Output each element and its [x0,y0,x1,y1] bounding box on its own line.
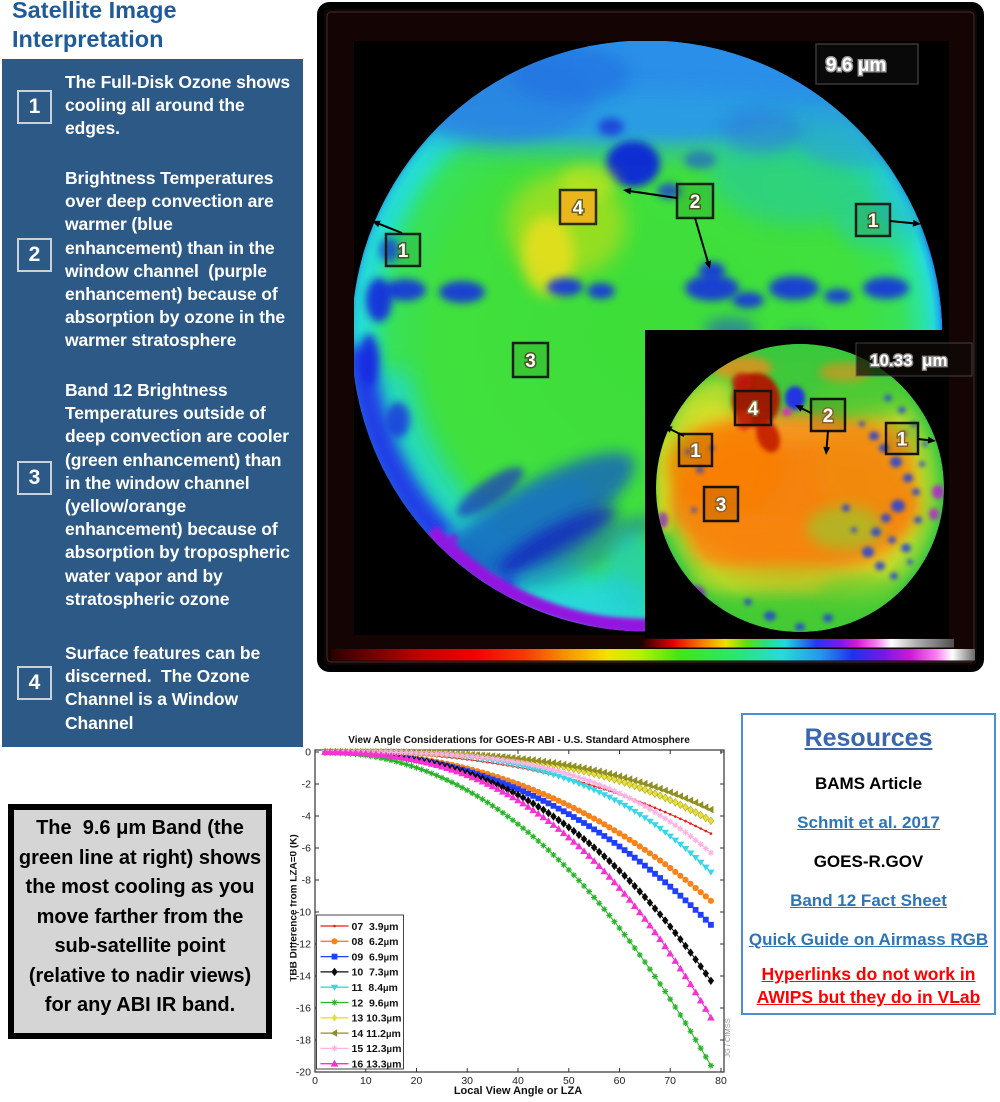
svg-text:40: 40 [512,1075,524,1087]
svg-text:-4: -4 [302,811,311,823]
svg-text:08 6.2μm: 08 6.2μm [352,936,399,948]
svg-text:20: 20 [411,1075,423,1087]
svg-text:4: 4 [573,198,584,219]
svg-text:09 6.9μm: 09 6.9μm [352,951,399,963]
svg-text:1: 1 [868,211,879,232]
svg-text:-18: -18 [296,1035,311,1047]
svg-text:12 9.6μm: 12 9.6μm [352,997,399,1009]
svg-text:0: 0 [305,747,311,759]
svg-text:-10: -10 [296,907,311,919]
svg-text:JG / CIMSS: JG / CIMSS [723,1018,732,1058]
svg-text:-16: -16 [296,1003,311,1015]
svg-text:0: 0 [312,1075,318,1087]
svg-text:50: 50 [563,1075,575,1087]
svg-text:70: 70 [664,1075,676,1087]
svg-text:View Angle Considerations for: View Angle Considerations for GOES-R ABI… [348,735,690,746]
svg-text:2: 2 [823,406,834,427]
svg-text:80: 80 [715,1075,727,1087]
svg-text:60: 60 [614,1075,626,1087]
svg-text:15 12.3μm: 15 12.3μm [352,1043,402,1055]
svg-text:3: 3 [525,351,536,372]
svg-text:13 10.3μm: 13 10.3μm [352,1013,402,1025]
svg-text:-12: -12 [296,939,311,951]
svg-text:4: 4 [748,399,759,420]
svg-text:1: 1 [398,241,409,262]
svg-text:TBB Difference from LZA=0 (K): TBB Difference from LZA=0 (K) [290,834,300,982]
svg-text:07 3.9μm: 07 3.9μm [352,921,399,933]
svg-text:10 7.3μm: 10 7.3μm [352,967,399,979]
svg-text:14 11.2μm: 14 11.2μm [352,1028,401,1040]
svg-text:-14: -14 [296,971,311,983]
svg-text:1: 1 [897,430,908,451]
svg-text:2: 2 [690,192,701,213]
svg-text:16 13.3μm: 16 13.3μm [352,1059,402,1071]
svg-text:-20: -20 [296,1067,311,1079]
svg-text:30: 30 [461,1075,473,1087]
svg-text:3: 3 [716,495,727,516]
svg-text:10: 10 [360,1075,372,1087]
svg-text:1: 1 [690,441,701,462]
svg-text:9.6 μm: 9.6 μm [826,55,886,76]
svg-text:11 8.4μm: 11 8.4μm [352,982,398,994]
svg-text:-2: -2 [302,779,311,791]
svg-text:Local View Angle or LZA: Local View Angle or LZA [454,1085,582,1097]
svg-text:-8: -8 [302,875,311,887]
svg-text:-6: -6 [302,843,311,855]
svg-text:10.33 μm: 10.33 μm [870,351,948,370]
